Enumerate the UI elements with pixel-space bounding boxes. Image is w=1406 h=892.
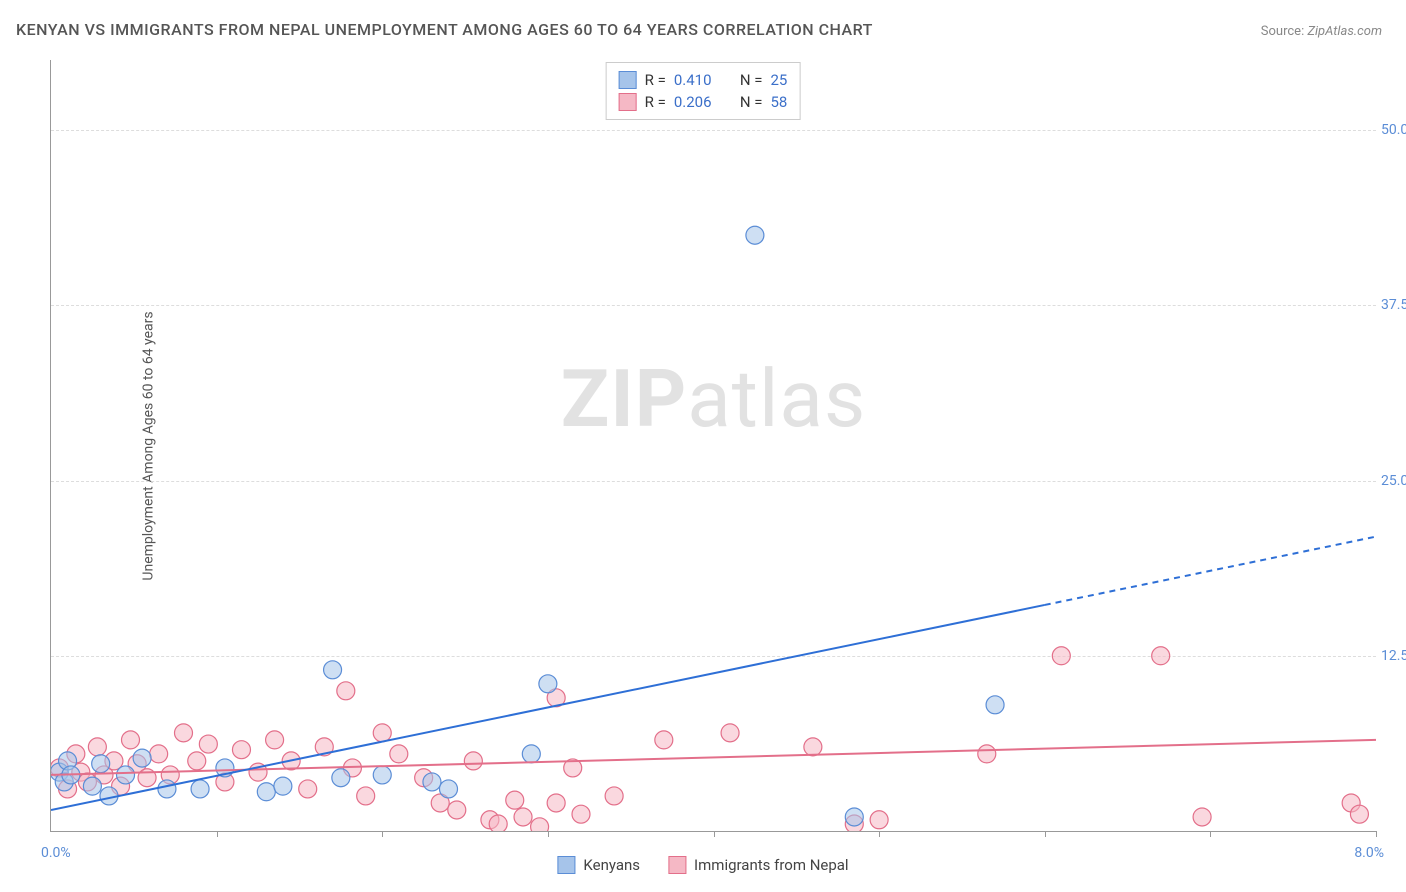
data-point	[986, 696, 1004, 714]
source-label: Source:	[1261, 24, 1304, 39]
source-attribution: Source: ZipAtlas.com	[1261, 24, 1382, 39]
x-tick	[1376, 831, 1377, 837]
data-point	[1152, 647, 1170, 665]
data-point	[332, 769, 350, 787]
data-point	[274, 777, 292, 795]
x-tick	[714, 831, 715, 837]
swatch-nepal	[668, 856, 686, 874]
y-tick-label: 37.5%	[1381, 297, 1406, 313]
data-point	[299, 780, 317, 798]
data-point	[373, 766, 391, 784]
legend-item-nepal: Immigrants from Nepal	[668, 856, 849, 874]
data-point	[1350, 805, 1368, 823]
data-point	[88, 738, 106, 756]
legend-row-nepal: R = 0.206 N = 58	[619, 91, 788, 113]
data-point	[133, 749, 151, 767]
data-point	[122, 731, 140, 749]
data-point	[373, 724, 391, 742]
data-point	[158, 780, 176, 798]
data-point	[83, 777, 101, 795]
data-point	[324, 661, 342, 679]
legend-item-kenyans: Kenyans	[557, 856, 640, 874]
data-point	[804, 738, 822, 756]
swatch-kenyans	[619, 71, 637, 89]
data-point	[92, 755, 110, 773]
r-label: R =	[645, 93, 666, 111]
data-point	[522, 745, 540, 763]
data-point	[150, 745, 168, 763]
source-value: ZipAtlas.com	[1307, 24, 1382, 39]
data-point	[531, 818, 549, 831]
data-point	[390, 745, 408, 763]
data-point	[266, 731, 284, 749]
data-point	[721, 724, 739, 742]
swatch-kenyans	[557, 856, 575, 874]
data-point	[978, 745, 996, 763]
y-tick-label: 25.0%	[1381, 473, 1406, 489]
data-point	[489, 815, 507, 831]
data-point	[464, 752, 482, 770]
data-point	[1052, 647, 1070, 665]
n-value-kenyans: 25	[770, 71, 787, 89]
correlation-legend: R = 0.410 N = 25 R = 0.206 N = 58	[606, 62, 801, 120]
x-tick	[1045, 831, 1046, 837]
data-point	[440, 780, 458, 798]
legend-label-kenyans: Kenyans	[583, 856, 640, 874]
r-label: R =	[645, 71, 666, 89]
x-tick	[382, 831, 383, 837]
series-legend: Kenyans Immigrants from Nepal	[557, 856, 848, 874]
legend-label-nepal: Immigrants from Nepal	[694, 856, 849, 874]
data-point	[357, 787, 375, 805]
x-axis-max-label: 8.0%	[1354, 845, 1384, 861]
x-axis-min-label: 0.0%	[41, 845, 71, 861]
data-point	[191, 780, 209, 798]
x-tick	[1210, 831, 1211, 837]
n-label: N =	[740, 71, 763, 89]
data-point	[188, 752, 206, 770]
data-point	[539, 675, 557, 693]
data-point	[423, 773, 441, 791]
plot-area: ZIPatlas 0.0% 8.0% 12.5%25.0%37.5%50.0%	[50, 60, 1376, 832]
trend-line	[1045, 537, 1376, 605]
chart-title: KENYAN VS IMMIGRANTS FROM NEPAL UNEMPLOY…	[16, 20, 873, 39]
data-point	[199, 735, 217, 753]
data-point	[845, 808, 863, 826]
data-point	[448, 801, 466, 819]
data-point	[746, 226, 764, 244]
data-point	[514, 808, 532, 826]
data-point	[337, 682, 355, 700]
x-tick	[548, 831, 549, 837]
x-tick	[879, 831, 880, 837]
data-point	[870, 811, 888, 829]
y-tick-label: 50.0%	[1381, 122, 1406, 138]
data-point	[655, 731, 673, 749]
data-point	[117, 766, 135, 784]
legend-row-kenyans: R = 0.410 N = 25	[619, 69, 788, 91]
data-point	[1193, 808, 1211, 826]
data-point	[605, 787, 623, 805]
y-tick-label: 12.5%	[1381, 648, 1406, 664]
data-point	[506, 791, 524, 809]
data-point	[175, 724, 193, 742]
chart-svg	[51, 60, 1376, 831]
n-label: N =	[740, 93, 763, 111]
data-point	[547, 794, 565, 812]
x-tick	[217, 831, 218, 837]
data-point	[257, 783, 275, 801]
data-point	[232, 741, 250, 759]
swatch-nepal	[619, 93, 637, 111]
r-value-nepal: 0.206	[674, 93, 726, 111]
trend-line	[51, 605, 1045, 810]
n-value-nepal: 58	[770, 93, 787, 111]
data-point	[572, 805, 590, 823]
r-value-kenyans: 0.410	[674, 71, 726, 89]
